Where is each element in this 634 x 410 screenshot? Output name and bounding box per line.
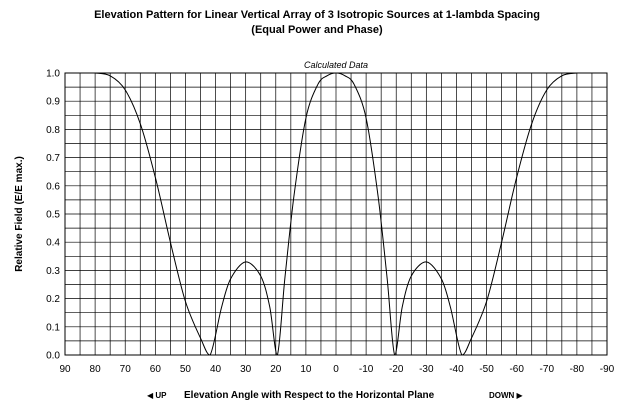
x-tick-label: 0 (333, 364, 339, 375)
y-tick-label: 0.5 (46, 210, 60, 221)
y-tick-label: 0.6 (46, 181, 60, 192)
x-tick-label: -70 (540, 364, 555, 375)
x-tick-label: 40 (210, 364, 222, 375)
y-tick-label: 0.2 (46, 294, 60, 305)
up-direction-label: ◀ UP (147, 391, 167, 400)
x-tick-label: 60 (150, 364, 162, 375)
x-tick-label: -90 (600, 364, 615, 375)
x-tick-label: -10 (359, 364, 374, 375)
grid-lines (64, 72, 608, 356)
chart-subtitle: (Equal Power and Phase) (251, 24, 383, 36)
y-tick-label: 0.8 (46, 125, 60, 136)
x-tick-label: 50 (180, 364, 192, 375)
down-direction-label: DOWN ▶ (489, 391, 523, 400)
y-tick-label: 0.1 (46, 322, 60, 333)
y-axis-label: Relative Field (E/E max.) (14, 156, 25, 272)
x-tick-label: -50 (479, 364, 494, 375)
x-axis-label: Elevation Angle with Respect to the Hori… (184, 390, 435, 401)
x-tick-label: 20 (270, 364, 282, 375)
x-tick-label: 30 (240, 364, 252, 375)
calculated-data-annotation: Calculated Data (304, 60, 368, 70)
y-tick-label: 1.0 (46, 69, 60, 80)
x-tick-label: -80 (570, 364, 585, 375)
y-tick-label: 0.7 (46, 153, 60, 164)
x-tick-label: -30 (419, 364, 434, 375)
x-tick-label: 70 (120, 364, 132, 375)
y-tick-label: 0.4 (46, 238, 60, 249)
x-tick-labels: 90 80 70 60 50 40 30 20 10 0 -10 -20 -30 -40 -50 -60 -70… (59, 364, 614, 375)
y-tick-label: 0.3 (46, 266, 60, 277)
x-tick-label: 80 (90, 364, 102, 375)
y-tick-labels: 0.0 0.1 0.2 0.3 0.4 0.5 0.6 0.7 0.8 0.9 1.0 (46, 69, 60, 362)
x-tick-label: -20 (389, 364, 404, 375)
x-tick-label: 90 (59, 364, 71, 375)
x-tick-label: -60 (509, 364, 524, 375)
y-tick-label: 0.0 (46, 351, 60, 362)
x-tick-label: -40 (449, 364, 464, 375)
x-tick-label: 10 (300, 364, 312, 375)
chart-title: Elevation Pattern for Linear Vertical Ar… (94, 9, 540, 21)
series-line-relative-field (94, 72, 578, 356)
y-tick-label: 0.9 (46, 97, 60, 108)
